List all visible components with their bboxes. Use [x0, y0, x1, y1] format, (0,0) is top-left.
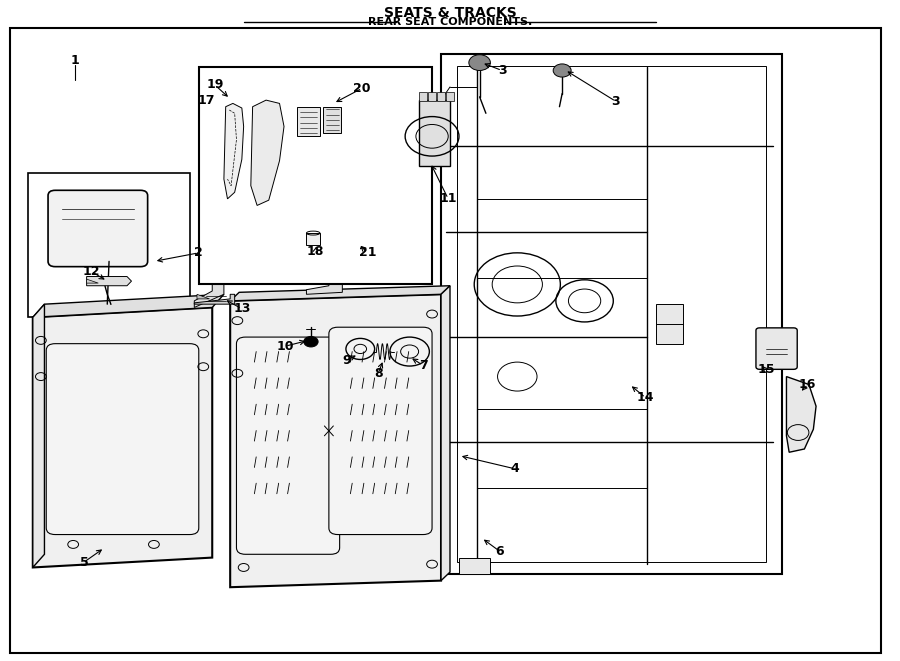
Polygon shape [446, 93, 454, 101]
Polygon shape [437, 93, 445, 101]
Polygon shape [86, 276, 131, 286]
Text: 3: 3 [498, 64, 507, 77]
Text: 1: 1 [70, 54, 79, 67]
Polygon shape [194, 284, 224, 307]
Text: 3: 3 [612, 95, 620, 108]
Polygon shape [457, 66, 766, 563]
Bar [28, 173, 190, 317]
FancyBboxPatch shape [48, 190, 148, 266]
Text: 13: 13 [233, 302, 250, 315]
Bar [199, 67, 432, 284]
Text: 7: 7 [418, 359, 427, 372]
Text: 15: 15 [757, 364, 775, 377]
Text: 6: 6 [495, 545, 504, 557]
Text: 9: 9 [343, 354, 351, 367]
Text: 4: 4 [510, 462, 519, 475]
Circle shape [554, 64, 572, 77]
Text: REAR SEAT COMPONENTS.: REAR SEAT COMPONENTS. [368, 17, 532, 28]
Text: 18: 18 [307, 245, 324, 258]
Text: 2: 2 [194, 247, 203, 259]
Polygon shape [86, 279, 98, 283]
Polygon shape [441, 286, 450, 580]
Text: 12: 12 [83, 265, 100, 278]
Polygon shape [197, 294, 210, 299]
Polygon shape [230, 294, 441, 587]
Text: 16: 16 [798, 378, 815, 391]
Polygon shape [298, 106, 320, 136]
Polygon shape [32, 307, 212, 567]
Polygon shape [428, 93, 436, 101]
Polygon shape [306, 281, 342, 294]
Circle shape [469, 55, 491, 71]
Polygon shape [322, 106, 340, 133]
Polygon shape [418, 100, 450, 166]
FancyBboxPatch shape [237, 337, 339, 555]
Polygon shape [656, 304, 683, 344]
Polygon shape [306, 233, 319, 245]
Text: 19: 19 [206, 79, 223, 91]
Text: 5: 5 [79, 556, 88, 568]
Polygon shape [32, 294, 224, 317]
Text: 14: 14 [637, 391, 654, 404]
Text: SEATS & TRACKS: SEATS & TRACKS [383, 6, 517, 20]
Polygon shape [32, 304, 44, 567]
Polygon shape [194, 294, 235, 304]
Text: 10: 10 [276, 340, 293, 353]
Polygon shape [224, 103, 244, 199]
FancyBboxPatch shape [756, 328, 797, 369]
Polygon shape [441, 54, 782, 574]
Polygon shape [787, 377, 816, 452]
Text: 20: 20 [354, 82, 371, 95]
Text: 21: 21 [359, 247, 376, 259]
FancyBboxPatch shape [328, 327, 432, 535]
Polygon shape [251, 100, 284, 206]
Circle shape [304, 336, 318, 347]
FancyBboxPatch shape [46, 344, 199, 535]
Text: 11: 11 [439, 192, 457, 206]
Polygon shape [419, 93, 427, 101]
Text: 8: 8 [374, 367, 382, 380]
Polygon shape [230, 286, 450, 301]
Text: 17: 17 [197, 94, 215, 106]
Polygon shape [459, 558, 490, 574]
